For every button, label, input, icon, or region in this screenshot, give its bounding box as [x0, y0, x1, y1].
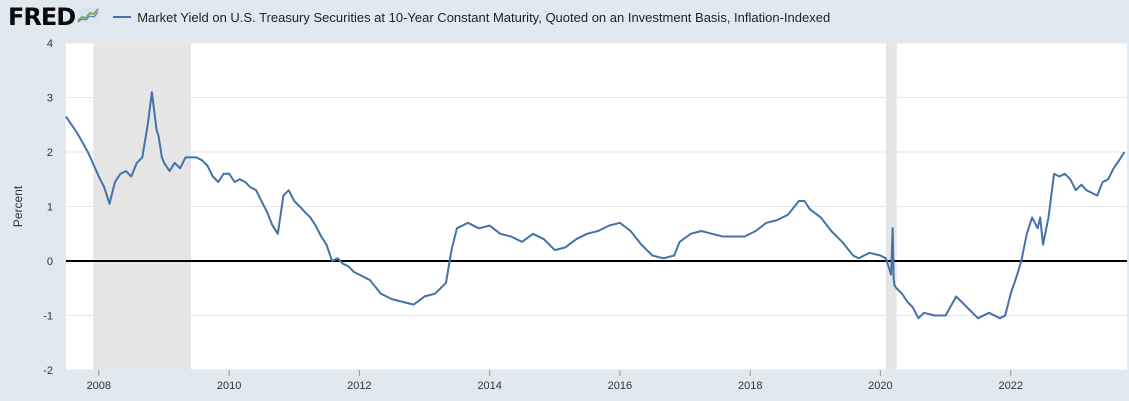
- x-tick-label: 2014: [477, 380, 501, 392]
- header: FRED Market Yield on U.S. Treasury Secur…: [0, 0, 1129, 34]
- legend-label: Market Yield on U.S. Treasury Securities…: [137, 9, 831, 25]
- x-tick-label: 2012: [347, 380, 371, 392]
- chart-legend: Market Yield on U.S. Treasury Securities…: [113, 10, 830, 25]
- y-tick-label: 2: [47, 147, 53, 159]
- legend-swatch: [113, 16, 132, 18]
- chart-trend-icon: [77, 6, 100, 28]
- y-tick-label: 0: [47, 256, 53, 268]
- x-tick-label: 2008: [87, 380, 111, 392]
- x-tick-label: 2020: [868, 380, 892, 392]
- x-tick-label: 2016: [608, 380, 632, 392]
- x-tick-label: 2010: [217, 380, 241, 392]
- y-tick-label: -1: [43, 311, 53, 323]
- x-tick-label: 2018: [738, 380, 762, 392]
- x-tick-label: 2022: [998, 380, 1022, 392]
- y-tick-label: 3: [47, 93, 53, 105]
- y-tick-label: 4: [47, 38, 53, 50]
- fred-logo[interactable]: FRED: [8, 3, 100, 31]
- y-axis: 4 3 2 1 0 -1 -2: [43, 38, 53, 377]
- x-axis: 2008 2010 2012 2014 2016 2018 2020 2022: [87, 370, 1023, 392]
- y-tick-label: 1: [47, 202, 53, 214]
- series-line: [65, 91, 1126, 320]
- y-tick-label: -2: [43, 365, 53, 377]
- y-axis-title: Percent: [11, 185, 25, 227]
- logo-text: FRED: [8, 3, 76, 31]
